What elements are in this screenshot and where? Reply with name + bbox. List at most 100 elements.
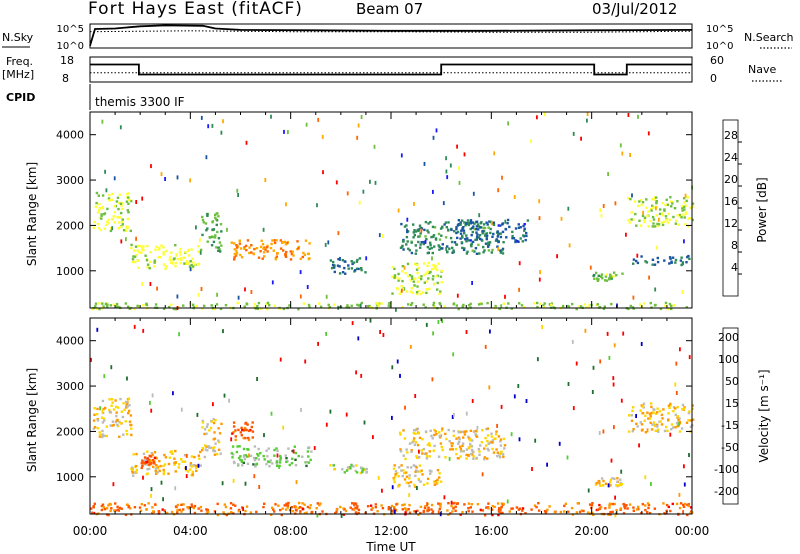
power-cell <box>402 238 405 242</box>
power-cell <box>406 228 408 233</box>
power-cell <box>317 117 320 122</box>
velocity-cell <box>474 433 477 436</box>
velocity-cell <box>356 505 359 508</box>
velocity-cell <box>401 474 404 478</box>
power-cell <box>264 248 267 251</box>
velocity-cell <box>291 449 294 453</box>
power-cell <box>424 220 428 224</box>
velocity-cell <box>611 477 614 480</box>
power-cell <box>216 292 218 297</box>
power-cell <box>135 200 138 204</box>
power-cell <box>556 254 558 259</box>
power-cell <box>263 255 266 258</box>
power-cell <box>176 294 179 299</box>
power-cell <box>101 302 104 305</box>
velocity-cell <box>343 471 346 474</box>
power-cell <box>632 295 635 300</box>
velocity-cell <box>416 486 418 490</box>
power-cell <box>346 191 349 196</box>
velocity-cell <box>403 507 407 510</box>
power-cell <box>467 221 471 225</box>
power-cell <box>235 249 238 252</box>
power-cell <box>393 267 396 270</box>
power-cell <box>542 304 545 307</box>
power-cell <box>467 239 470 242</box>
power-cell <box>93 220 96 224</box>
power-cell <box>482 251 485 254</box>
velocity-cell <box>240 426 243 430</box>
power-cell <box>436 281 439 285</box>
velocity-cell <box>139 509 143 512</box>
velocity-cell <box>207 445 210 448</box>
velocity-cell <box>428 450 431 453</box>
power-cell <box>597 278 600 281</box>
power-cell <box>425 291 428 295</box>
velocity-cell <box>485 427 488 431</box>
power-cell <box>201 233 204 237</box>
power-cell <box>439 275 443 278</box>
power-colorbar-tick-label: 12 <box>724 217 738 230</box>
velocity-ytick-label: 3000 <box>56 380 84 393</box>
power-cell <box>377 304 380 307</box>
velocity-cell <box>414 474 417 477</box>
power-cell <box>470 233 473 237</box>
power-cell <box>676 200 679 203</box>
power-cell <box>358 200 361 205</box>
power-cell <box>477 243 480 247</box>
power-cell <box>403 225 407 228</box>
power-cell <box>263 246 266 249</box>
power-cell <box>419 246 422 249</box>
power-cell <box>489 227 492 231</box>
velocity-cell <box>682 407 686 410</box>
power-cell <box>261 243 265 246</box>
velocity-cell <box>377 475 380 480</box>
velocity-cell <box>479 508 482 512</box>
velocity-cell <box>632 428 635 431</box>
velocity-cell <box>342 507 345 510</box>
velocity-cell <box>647 417 650 420</box>
velocity-cell <box>457 436 461 439</box>
power-cell <box>660 221 663 224</box>
power-cell <box>260 239 263 242</box>
power-cell <box>104 302 108 306</box>
power-cell <box>651 204 654 207</box>
power-cell <box>285 250 288 254</box>
velocity-cell <box>660 413 664 417</box>
power-cell <box>602 307 606 310</box>
velocity-cell <box>418 436 422 440</box>
velocity-cell <box>205 425 209 428</box>
velocity-cell <box>108 410 112 413</box>
velocity-cell <box>430 434 433 438</box>
power-cell <box>426 245 429 249</box>
power-cell <box>418 224 422 227</box>
power-cell <box>499 232 502 235</box>
velocity-cell <box>500 512 504 515</box>
velocity-cell <box>417 432 420 435</box>
power-cell <box>297 247 300 250</box>
velocity-cell <box>423 506 427 510</box>
velocity-cell <box>636 425 639 428</box>
velocity-cell <box>273 510 276 513</box>
power-cell <box>101 207 104 210</box>
power-cell <box>472 225 475 228</box>
power-cell <box>212 228 216 231</box>
power-cell <box>523 223 526 226</box>
velocity-cell <box>524 512 527 515</box>
velocity-cell <box>191 505 194 508</box>
power-cell <box>480 302 483 306</box>
power-cell <box>479 301 482 305</box>
velocity-cell <box>129 507 132 510</box>
velocity-cell <box>654 429 657 432</box>
power-cell <box>360 267 363 270</box>
power-cell <box>419 243 422 246</box>
power-cell <box>459 232 463 235</box>
velocity-cell <box>125 429 128 433</box>
velocity-cell <box>212 449 215 453</box>
velocity-cell <box>498 507 501 510</box>
power-cell <box>201 218 205 222</box>
power-ytick-label: 2000 <box>56 219 84 232</box>
power-cell <box>647 210 650 213</box>
velocity-cell <box>126 376 128 381</box>
velocity-cell <box>486 434 490 437</box>
velocity-cell <box>284 454 287 457</box>
